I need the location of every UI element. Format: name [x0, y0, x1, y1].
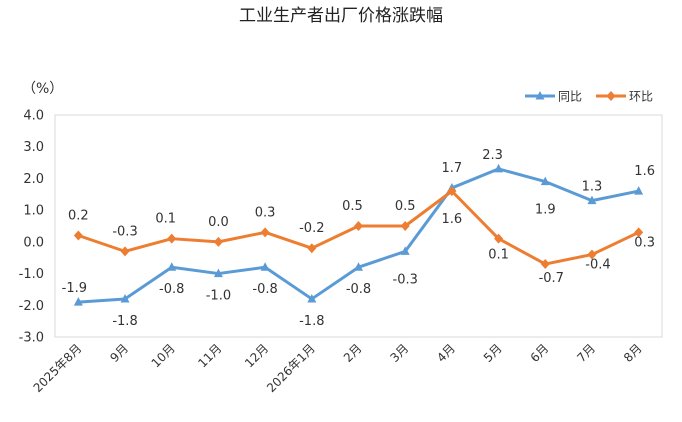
data-label: 0.1: [488, 248, 509, 263]
data-point: [587, 195, 597, 205]
data-point: [447, 186, 457, 197]
data-point: [634, 227, 644, 238]
chart-title: 工业生产者出厂价格涨跌幅: [239, 6, 443, 26]
legend-label: 环比: [629, 90, 653, 104]
x-tick-label: 11月: [195, 341, 224, 370]
y-tick-label: 2.0: [23, 172, 44, 187]
data-label: -0.8: [346, 282, 371, 297]
data-label: -1.9: [62, 281, 87, 296]
data-label: 0.1: [155, 212, 176, 227]
data-point: [354, 262, 363, 271]
x-tick-label: 12月: [242, 341, 271, 370]
y-tick-label: -3.0: [19, 331, 44, 346]
series-layer: -1.9 -1.8 -0.8 -1.0 -0.8 -1.8 -0.8 -0.3 1.7 2.3 1.…: [62, 148, 655, 329]
x-tick-label: 2025年8月: [31, 341, 85, 395]
data-point: [634, 186, 644, 195]
data-point: [494, 163, 504, 173]
plot-area: [54, 114, 663, 338]
data-label: -0.4: [585, 258, 610, 273]
data-label: -1.8: [112, 314, 137, 329]
x-tick-label: 9月: [107, 341, 131, 365]
y-tick-label: -2.0: [19, 299, 44, 314]
data-point: [213, 268, 223, 278]
data-label: -0.7: [539, 271, 564, 286]
x-tick-label: 3月: [388, 341, 412, 365]
data-point: [400, 246, 410, 255]
data-point: [167, 233, 177, 244]
data-point: [73, 297, 83, 306]
data-point: [540, 176, 550, 186]
data-label: -0.2: [299, 221, 324, 236]
data-point: [260, 227, 270, 238]
data-label: 0.3: [634, 235, 655, 250]
data-label: 0.3: [255, 205, 276, 220]
y-tick-label: -1.0: [19, 267, 44, 282]
x-tick-label: 7月: [574, 341, 598, 365]
x-tick-label: 6月: [528, 341, 552, 365]
data-point: [494, 233, 504, 244]
legend-marker: [606, 91, 616, 101]
data-point: [307, 293, 317, 303]
legend-marker: [535, 91, 545, 100]
y-axis-ticks: 4.0 3.0 2.0 1.0 0.0 -1.0 -2.0 -3.0: [19, 109, 44, 346]
data-label: -0.8: [159, 282, 184, 297]
x-tick-label: 2026年1月: [264, 341, 318, 395]
data-point: [354, 221, 363, 231]
data-label: 2.3: [482, 148, 503, 163]
data-point: [307, 243, 317, 254]
data-label: 1.6: [634, 164, 655, 179]
data-label: -0.8: [252, 282, 277, 297]
data-label: 1.3: [582, 180, 603, 195]
data-point: [540, 259, 550, 270]
data-point: [260, 262, 270, 271]
x-tick-label: 4月: [434, 341, 458, 365]
y-tick-label: 3.0: [23, 140, 44, 155]
data-point: [400, 221, 410, 231]
data-label: 1.9: [535, 203, 556, 218]
data-label: -0.3: [112, 224, 137, 239]
data-label: 0.5: [395, 199, 416, 214]
x-tick-label: 8月: [621, 341, 645, 365]
data-point: [120, 246, 130, 257]
y-tick-label: 4.0: [23, 109, 44, 124]
x-tick-label: 2月: [341, 341, 365, 365]
data-point: [587, 249, 597, 260]
data-point: [213, 236, 223, 247]
data-point: [73, 230, 83, 241]
data-label: -0.3: [393, 272, 418, 287]
data-label: 1.6: [442, 212, 463, 227]
y-tick-label: 0.0: [23, 235, 44, 250]
x-tick-label: 5月: [481, 341, 505, 365]
data-label: 1.7: [442, 161, 463, 176]
data-label: 0.0: [208, 215, 229, 230]
data-label: -1.8: [299, 314, 324, 329]
data-point: [167, 262, 177, 271]
data-label: -1.0: [206, 289, 231, 304]
data-label: 0.2: [68, 209, 89, 224]
data-point: [120, 293, 130, 303]
x-tick-label: 10月: [149, 341, 178, 370]
y-unit-label: （%）: [22, 81, 63, 97]
legend-label: 同比: [558, 90, 582, 104]
legend: 同比 环比: [525, 90, 653, 104]
y-tick-label: 1.0: [23, 204, 44, 219]
data-label: 0.5: [342, 199, 363, 214]
